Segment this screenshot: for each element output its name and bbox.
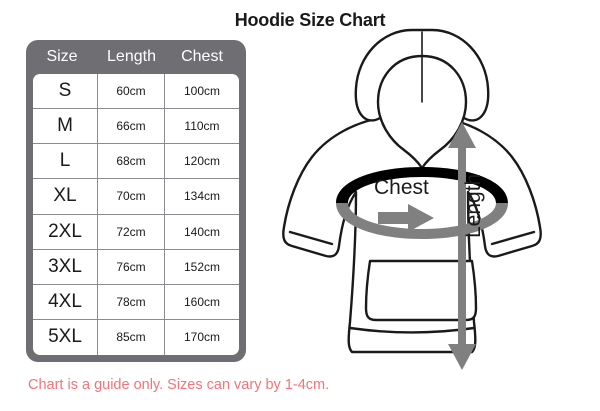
length-measure-arrow bbox=[448, 122, 476, 370]
cell-length: 66cm bbox=[98, 109, 165, 144]
chest-arrowhead bbox=[378, 204, 434, 232]
cell-size: 5XL bbox=[33, 319, 98, 355]
table-row: XL 70cm 134cm bbox=[33, 179, 239, 215]
cell-size: S bbox=[33, 74, 98, 109]
right-cuff bbox=[490, 230, 536, 246]
cell-length: 70cm bbox=[98, 179, 165, 214]
table-header-row: Size Length Chest bbox=[26, 40, 246, 74]
cell-length: 60cm bbox=[98, 74, 165, 109]
table-row: 4XL 78cm 160cm bbox=[33, 284, 239, 320]
disclaimer-note: Chart is a guide only. Sizes can vary by… bbox=[28, 377, 330, 393]
cell-length: 76cm bbox=[98, 249, 165, 284]
length-arrow-shaft bbox=[458, 135, 466, 357]
cell-size: L bbox=[33, 144, 98, 179]
length-label: Length bbox=[462, 173, 485, 238]
size-chart-table: Size Length Chest S 60cm 100cm M 66cm 110cm L 6… bbox=[26, 40, 246, 362]
cell-length: 78cm bbox=[98, 284, 165, 319]
cell-chest: 100cm bbox=[183, 84, 221, 99]
column-header-length: Length bbox=[107, 48, 156, 65]
hoodie-illustration bbox=[282, 28, 542, 370]
cell-size: 4XL bbox=[33, 284, 98, 319]
chest-label: Chest bbox=[374, 176, 429, 199]
table-row: M 66cm 110cm bbox=[33, 109, 239, 145]
length-arrow-head-top bbox=[448, 122, 476, 148]
cell-chest: 134cm bbox=[183, 189, 221, 204]
cell-chest: 170cm bbox=[183, 330, 221, 345]
page-title: Hoodie Size Chart bbox=[234, 10, 386, 30]
table-row: L 68cm 120cm bbox=[33, 144, 239, 180]
cell-length: 72cm bbox=[98, 214, 165, 249]
cell-size: 2XL bbox=[33, 214, 98, 249]
length-arrow-head-bottom bbox=[448, 344, 476, 370]
cell-size: M bbox=[33, 109, 98, 144]
table-row: 2XL 72cm 140cm bbox=[33, 214, 239, 250]
table-row: S 60cm 100cm bbox=[33, 74, 239, 110]
cell-length: 85cm bbox=[98, 319, 165, 355]
cell-chest: 120cm bbox=[183, 154, 221, 169]
cell-size: XL bbox=[33, 179, 98, 214]
column-header-chest: Chest bbox=[181, 48, 223, 65]
cell-chest: 110cm bbox=[184, 119, 220, 134]
left-cuff bbox=[288, 230, 334, 246]
column-header-size: Size bbox=[46, 48, 78, 65]
table-row: 3XL 76cm 152cm bbox=[33, 249, 239, 285]
cell-chest: 140cm bbox=[183, 224, 221, 239]
cell-chest: 160cm bbox=[183, 294, 221, 309]
cell-size: 3XL bbox=[33, 249, 98, 284]
cell-chest: 152cm bbox=[183, 259, 221, 274]
table-body: S 60cm 100cm M 66cm 110cm L 68cm 120cm XL 70cm 134c… bbox=[33, 74, 239, 355]
cell-length: 68cm bbox=[98, 144, 165, 179]
table-row: 5XL 85cm 170cm bbox=[33, 319, 239, 355]
